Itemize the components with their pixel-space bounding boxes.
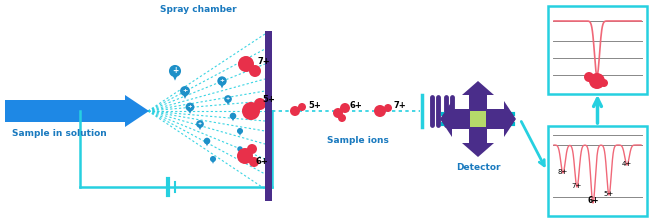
Circle shape <box>340 103 350 113</box>
Text: 6+: 6+ <box>587 196 599 205</box>
Circle shape <box>247 144 257 154</box>
Circle shape <box>169 65 181 77</box>
Text: 6+: 6+ <box>350 101 363 111</box>
Text: Spray chamber: Spray chamber <box>160 5 237 14</box>
Text: +: + <box>220 78 224 83</box>
Polygon shape <box>198 126 202 130</box>
Text: +: + <box>226 96 230 101</box>
Text: Detector: Detector <box>456 163 500 172</box>
Polygon shape <box>440 101 470 137</box>
Bar <box>265 31 272 201</box>
Text: 8+: 8+ <box>558 169 568 175</box>
Polygon shape <box>226 101 230 105</box>
Circle shape <box>249 157 259 167</box>
Polygon shape <box>188 109 192 114</box>
Text: +: + <box>198 121 202 126</box>
Text: +: + <box>172 66 178 75</box>
Circle shape <box>249 65 261 77</box>
Circle shape <box>237 148 253 164</box>
Text: Sample ions: Sample ions <box>327 136 389 145</box>
Circle shape <box>238 56 254 72</box>
Text: +: + <box>183 88 188 93</box>
FancyBboxPatch shape <box>548 126 647 216</box>
Text: 5+: 5+ <box>308 101 321 110</box>
Circle shape <box>224 95 232 103</box>
Circle shape <box>584 72 594 82</box>
Circle shape <box>290 106 300 116</box>
Polygon shape <box>486 101 516 137</box>
Polygon shape <box>231 118 235 121</box>
Text: 7+: 7+ <box>257 57 270 65</box>
Text: +: + <box>188 104 192 109</box>
Circle shape <box>180 86 190 96</box>
Circle shape <box>237 128 243 134</box>
Circle shape <box>203 138 211 144</box>
Text: Sample in solution: Sample in solution <box>12 129 107 138</box>
Circle shape <box>589 73 605 89</box>
Circle shape <box>242 102 260 120</box>
Circle shape <box>237 146 242 152</box>
Polygon shape <box>462 81 494 111</box>
Circle shape <box>333 108 343 118</box>
Polygon shape <box>239 132 242 136</box>
Polygon shape <box>183 94 187 99</box>
Text: 6+: 6+ <box>256 157 269 166</box>
Bar <box>452 114 504 124</box>
Circle shape <box>186 102 194 111</box>
Circle shape <box>229 113 237 119</box>
Polygon shape <box>125 95 149 127</box>
Circle shape <box>384 104 392 112</box>
Polygon shape <box>211 161 214 164</box>
Circle shape <box>600 79 608 87</box>
Polygon shape <box>220 83 224 88</box>
Text: 7+: 7+ <box>572 183 582 189</box>
Bar <box>470 91 486 147</box>
Text: 4+: 4+ <box>622 161 632 167</box>
Text: 7+: 7+ <box>394 101 407 111</box>
Circle shape <box>210 156 216 162</box>
Circle shape <box>338 114 346 122</box>
Circle shape <box>196 120 204 128</box>
Circle shape <box>254 98 266 110</box>
Polygon shape <box>172 74 178 81</box>
Polygon shape <box>239 150 241 153</box>
Circle shape <box>374 105 386 117</box>
Polygon shape <box>462 127 494 157</box>
Text: 5+: 5+ <box>604 191 614 197</box>
Bar <box>5 100 125 122</box>
Circle shape <box>217 76 227 86</box>
Circle shape <box>298 103 306 111</box>
Polygon shape <box>205 143 209 146</box>
Text: 5+: 5+ <box>262 95 275 104</box>
FancyBboxPatch shape <box>548 6 647 94</box>
